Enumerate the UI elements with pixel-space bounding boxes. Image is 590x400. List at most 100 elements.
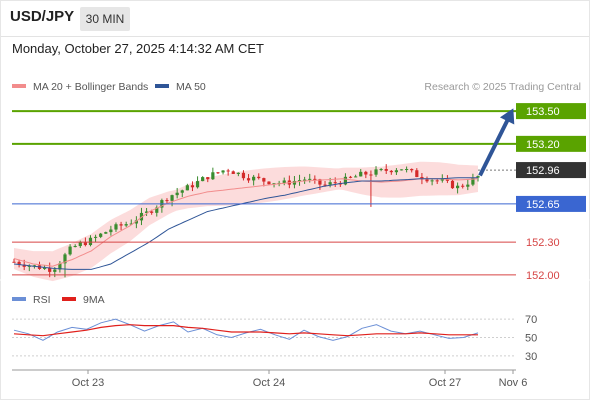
candle-body [241, 172, 246, 179]
level-label: 152.65 [526, 199, 560, 211]
candle-body [359, 171, 363, 177]
candle-body [323, 184, 327, 186]
forecast-arrow-head [499, 108, 515, 125]
candle-body [410, 168, 414, 171]
candle-body [450, 180, 455, 189]
candle-body [221, 170, 225, 173]
ma50-line [13, 177, 478, 270]
candle-body [190, 185, 195, 188]
candle-body [394, 170, 399, 173]
rsi-tick-label: 30 [525, 351, 537, 363]
candle-body [144, 211, 149, 213]
candle-body [389, 170, 393, 173]
candle-body [42, 267, 47, 269]
credit-text: Research © 2025 Trading Central [424, 81, 581, 93]
candle-body [155, 207, 159, 213]
candle-body [461, 185, 465, 187]
candle-body [440, 179, 444, 181]
candle-body [180, 190, 184, 193]
candle-body [354, 176, 358, 178]
legend-swatch [155, 84, 169, 88]
legend-swatch [12, 84, 26, 88]
candle-body [369, 174, 373, 176]
candle-body [445, 179, 450, 181]
candle-body [267, 181, 271, 185]
candle-body [58, 263, 62, 270]
rsi-tick-label: 50 [525, 333, 537, 345]
rsi-series-9ma [13, 324, 478, 337]
candle-body [99, 233, 103, 237]
candle-body [364, 171, 368, 175]
forecast-arrow-shaft [478, 118, 510, 177]
level-label-support: 152.30 [526, 237, 560, 249]
level-label-support: 152.00 [526, 270, 560, 282]
candle-body [379, 169, 383, 171]
candle-body [119, 224, 123, 226]
level-label: 153.50 [526, 106, 560, 118]
x-tick-label: Oct 27 [429, 377, 461, 389]
candle-body [73, 246, 77, 248]
candle-body [139, 212, 144, 221]
x-tick-label: Oct 23 [72, 377, 104, 389]
candle-body [471, 177, 475, 185]
candle-body [216, 172, 220, 174]
rsi-legend-label: 9MA [83, 294, 105, 306]
candle-body [343, 176, 348, 185]
candle-body [48, 267, 52, 272]
candle-body [466, 184, 470, 187]
level-tag [516, 195, 586, 212]
bollinger-band [14, 161, 478, 282]
candle-body [405, 168, 409, 170]
legend-label: MA 50 [176, 81, 206, 93]
candle-body [175, 192, 179, 196]
rsi-series-rsi [13, 318, 479, 341]
symbol-title[interactable]: USD/JPY [10, 8, 75, 25]
candle-body [231, 171, 235, 174]
candle-body [246, 178, 251, 181]
candle-body [124, 224, 128, 226]
candle-body [22, 264, 26, 267]
candle-body [415, 170, 419, 177]
level-tag [516, 135, 586, 152]
candle-body [430, 180, 434, 182]
candle-body [348, 176, 353, 178]
ma20-line [13, 178, 479, 267]
candle-body [63, 254, 67, 264]
x-tick-label: Oct 24 [253, 377, 285, 389]
candle-body [318, 179, 322, 185]
candle-body [78, 242, 82, 247]
candle-body [425, 179, 429, 182]
rsi-legend-label: RSI [33, 294, 51, 306]
candle-body [399, 169, 404, 171]
candle-body [297, 180, 302, 182]
candle-body [435, 180, 439, 182]
candle-body [236, 172, 240, 174]
rsi-legend-swatch [62, 297, 76, 301]
candle-body [88, 237, 93, 246]
candle-body [308, 178, 312, 180]
candle-body [165, 200, 169, 202]
candle-body [134, 220, 138, 224]
last-price-tag [516, 162, 586, 179]
candle-body [195, 181, 200, 188]
candle-body [303, 179, 307, 181]
candle-body [374, 169, 378, 175]
candle-body [420, 176, 424, 180]
candle-body [68, 246, 72, 255]
candle-body [257, 176, 261, 179]
candle-body [27, 265, 31, 267]
candle-body [333, 182, 337, 184]
candle-body [93, 236, 98, 238]
candle-body [129, 223, 133, 225]
candle-body [226, 170, 230, 172]
last-price-label: 152.96 [526, 165, 560, 177]
candle-body [211, 172, 215, 180]
timeframe-button[interactable]: 30 MIN [80, 7, 130, 31]
candle-body [206, 177, 210, 180]
candle-body [104, 232, 108, 234]
candle-body [170, 195, 174, 201]
rsi-tick-label: 70 [525, 314, 537, 326]
